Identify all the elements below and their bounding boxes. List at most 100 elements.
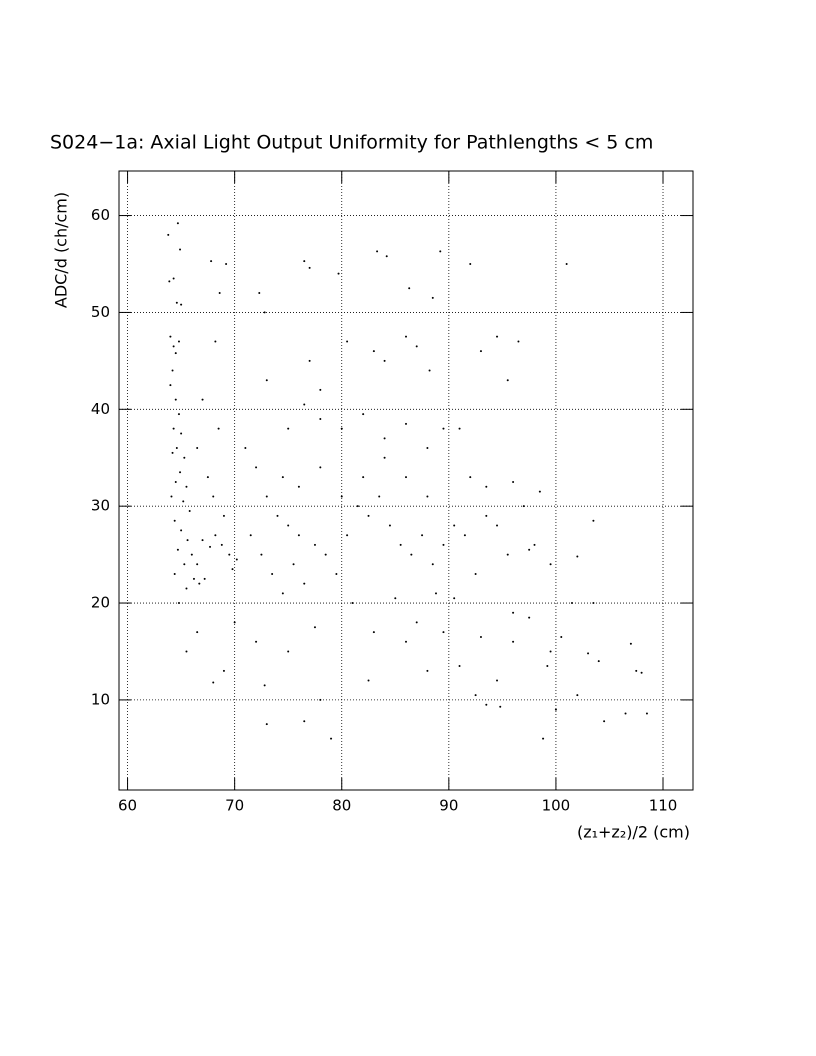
point (542, 737, 545, 740)
point (263, 311, 266, 314)
point (496, 335, 499, 338)
point (597, 660, 600, 663)
y-tick-label: 40 (91, 400, 110, 418)
point (182, 500, 185, 503)
point (576, 694, 579, 697)
point (351, 602, 354, 605)
point (367, 514, 370, 517)
point (167, 233, 170, 236)
point (212, 495, 215, 498)
point (260, 553, 263, 556)
point (346, 340, 349, 343)
point (183, 456, 186, 459)
point (180, 303, 183, 306)
point (222, 669, 225, 672)
point (176, 548, 179, 551)
point (512, 640, 515, 643)
point (533, 543, 536, 546)
point (201, 539, 204, 542)
point (209, 545, 212, 548)
point (496, 524, 499, 527)
point (458, 665, 461, 668)
point (426, 495, 429, 498)
x-axis-label: (z₁+z₂)/2 (cm) (577, 823, 690, 842)
point (244, 447, 247, 450)
point (210, 260, 213, 263)
point (188, 510, 191, 513)
point (190, 553, 193, 556)
point (405, 476, 407, 479)
point (214, 340, 217, 343)
point (546, 665, 549, 668)
point (565, 262, 568, 265)
point (222, 514, 225, 517)
point (177, 602, 180, 605)
point (173, 572, 176, 575)
point (528, 548, 531, 551)
point (177, 340, 180, 343)
point (287, 427, 290, 430)
point (442, 631, 445, 634)
point (255, 466, 258, 469)
point (174, 352, 177, 355)
point (324, 553, 327, 556)
point (463, 534, 466, 537)
point (308, 359, 311, 362)
point (303, 403, 306, 406)
point (206, 476, 209, 479)
point (319, 466, 322, 469)
point (203, 577, 206, 580)
point (281, 476, 284, 479)
point (179, 471, 182, 474)
point (303, 260, 306, 263)
point (212, 681, 215, 684)
point (292, 563, 295, 566)
point (587, 652, 590, 655)
point (175, 447, 178, 450)
point (265, 723, 268, 726)
point (303, 720, 306, 723)
point (378, 495, 381, 498)
x-tick-label: 80 (332, 797, 351, 815)
point (512, 611, 515, 614)
point (196, 563, 199, 566)
point (173, 519, 176, 522)
x-tick-label: 70 (225, 797, 244, 815)
point (528, 616, 531, 619)
point (399, 543, 402, 546)
point (271, 572, 274, 575)
point (177, 413, 180, 416)
point (313, 626, 316, 629)
point (522, 505, 525, 508)
point (385, 255, 388, 258)
point (362, 413, 365, 416)
point (180, 529, 183, 532)
point (192, 577, 195, 580)
point (421, 534, 424, 537)
point (570, 602, 573, 605)
point (408, 287, 411, 290)
point (198, 582, 201, 585)
point (469, 476, 472, 479)
point (512, 480, 515, 483)
point (410, 553, 413, 556)
point (415, 621, 418, 624)
x-tick-label: 100 (542, 797, 571, 815)
point (231, 568, 234, 571)
point (319, 388, 322, 391)
point (592, 602, 595, 605)
point (603, 720, 606, 723)
point (225, 262, 228, 265)
point (405, 422, 407, 425)
point (576, 555, 579, 558)
point (172, 277, 175, 280)
point (303, 582, 306, 585)
point (169, 384, 172, 387)
point (383, 456, 386, 459)
point (255, 640, 258, 643)
point (287, 650, 290, 653)
point (474, 572, 477, 575)
point (592, 519, 595, 522)
point (337, 272, 340, 275)
